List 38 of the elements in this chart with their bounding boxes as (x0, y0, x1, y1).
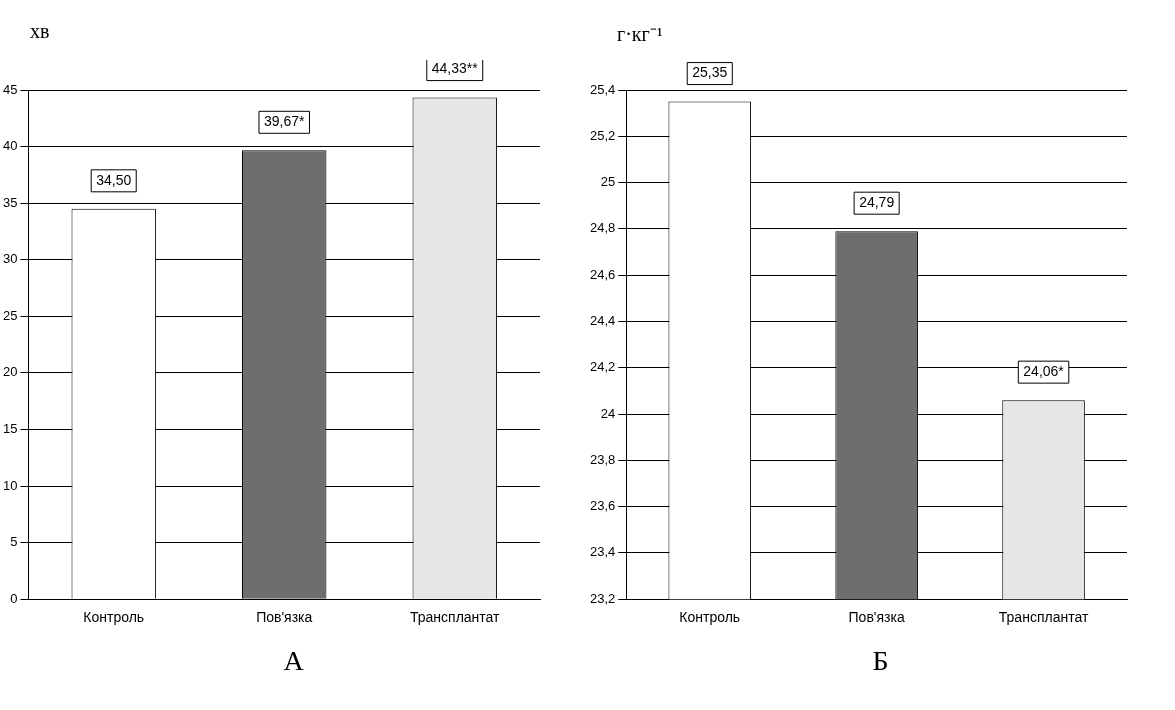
y-axis-title: г·кг⁻¹ (617, 22, 663, 47)
y-tick-label: 0 (10, 590, 18, 606)
data-label: 44,33** (431, 60, 479, 77)
x-tick-label: Контроль (83, 609, 145, 626)
x-tick-label: Трансплантат (998, 609, 1089, 626)
x-tick-label: Трансплантат (410, 609, 501, 626)
y-tick-label: 23,6 (589, 498, 616, 514)
y-tick-label: 24,4 (589, 313, 616, 329)
y-tick-label: 23,4 (589, 544, 616, 560)
y-tick-label: 24,8 (589, 220, 616, 236)
x-tick-label: Пов'язка (256, 609, 313, 626)
data-label: 39,67* (263, 113, 306, 130)
y-tick-label: 24,2 (589, 359, 616, 375)
data-label: 34,50 (96, 171, 132, 188)
x-tick-label: Пов'язка (848, 609, 905, 626)
y-tick-label: 25 (600, 174, 616, 190)
y-tick-label: 5 (10, 534, 18, 550)
data-label: 25,35 (692, 64, 728, 81)
data-label: 24,79 (859, 194, 895, 211)
y-tick-label: 24 (600, 405, 616, 421)
text: Б (871, 645, 890, 677)
x-tick-label: Контроль (679, 609, 741, 626)
y-tick-label: 25 (2, 307, 18, 323)
data-label: 24,06* (1023, 363, 1065, 380)
y-tick-label: 24,6 (589, 266, 616, 282)
y-tick-label: 23,2 (589, 590, 616, 606)
y-tick-label: 10 (2, 477, 18, 493)
y-tick-label: 20 (2, 364, 18, 380)
y-tick-label: 45 (2, 81, 18, 97)
text: А (282, 645, 305, 677)
y-tick-label: 15 (2, 421, 18, 437)
y-tick-label: 23,8 (589, 451, 616, 467)
y-axis-title: хв (30, 20, 50, 43)
y-tick-label: 35 (2, 194, 18, 210)
y-tick-label: 25,4 (589, 81, 616, 97)
y-tick-label: 40 (2, 138, 18, 154)
y-tick-label: 25,2 (589, 127, 616, 143)
y-tick-label: 30 (2, 251, 18, 267)
